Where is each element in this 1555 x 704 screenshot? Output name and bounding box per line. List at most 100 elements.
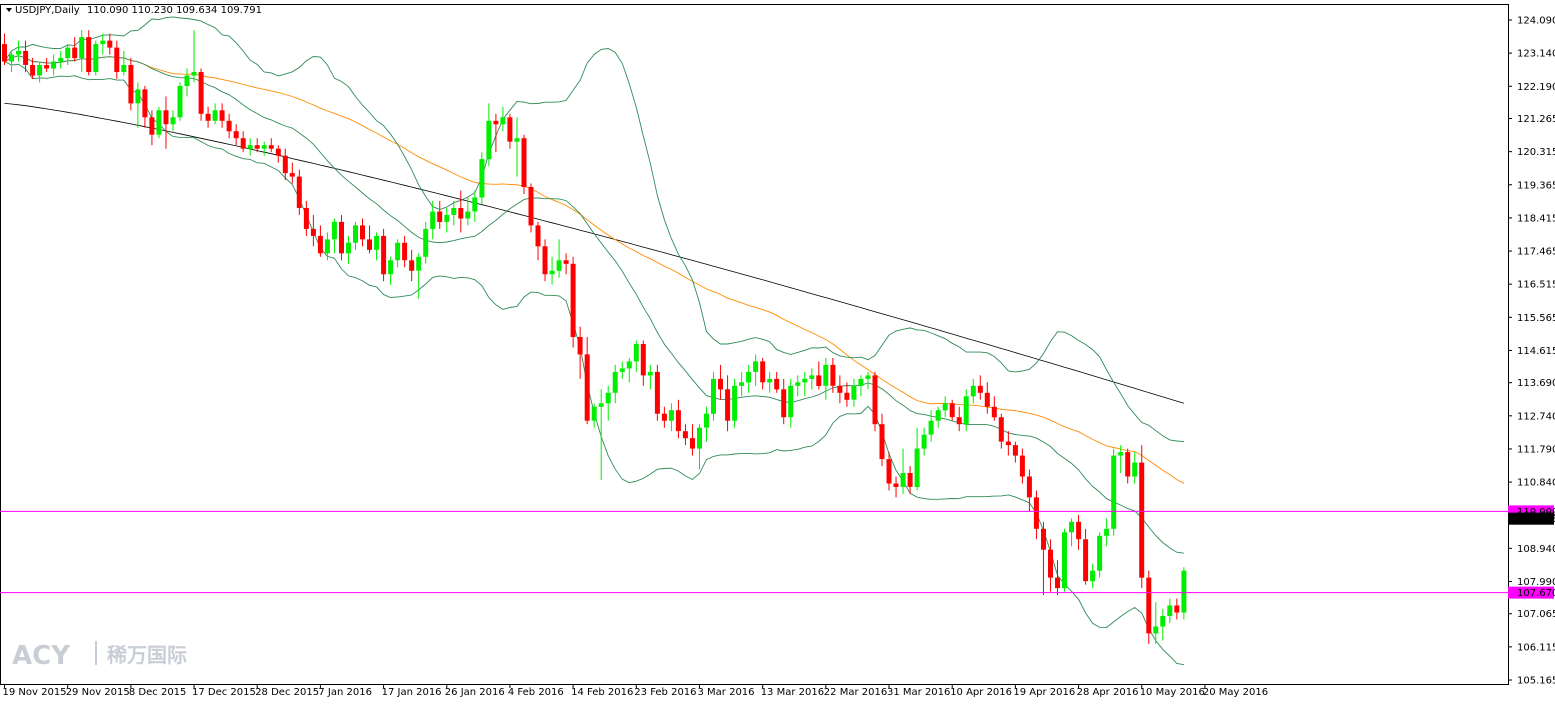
candle <box>858 375 864 397</box>
candle-body <box>1139 462 1145 578</box>
candle-body <box>746 371 752 383</box>
candle-body <box>914 448 920 487</box>
candle-body <box>1090 570 1096 582</box>
candle-body <box>893 483 899 487</box>
candle-body <box>360 225 365 240</box>
candle <box>718 364 723 400</box>
candle-body <box>1019 455 1025 477</box>
candle-body <box>977 385 983 393</box>
x-tick-label: 10 May 2016 <box>1140 687 1205 698</box>
candle <box>100 33 106 55</box>
bollinger-middle-line <box>4 55 1184 554</box>
candle <box>1090 563 1096 589</box>
candle-body <box>711 378 716 414</box>
candle-body <box>30 65 36 76</box>
y-tick-label: 105.165 <box>1517 676 1555 687</box>
candle-body <box>2 44 7 62</box>
candle-body <box>16 51 21 55</box>
candle <box>725 375 731 432</box>
candle <box>479 152 485 205</box>
candle <box>51 54 57 76</box>
y-tick-label: 106.115 <box>1517 642 1555 653</box>
candle-body <box>72 47 78 59</box>
candle-body <box>1033 497 1039 529</box>
candle-body <box>79 37 85 58</box>
y-tick-label: 115.565 <box>1517 313 1555 324</box>
candle <box>1174 598 1180 620</box>
candle <box>956 406 962 432</box>
candle-body <box>184 75 190 86</box>
candle-body <box>521 138 527 187</box>
y-tick-label: 113.690 <box>1517 378 1555 389</box>
candle <box>823 357 829 400</box>
y-tick-label: 118.415 <box>1517 213 1555 224</box>
candle-body <box>830 364 836 386</box>
candle <box>423 221 429 264</box>
candle <box>914 427 920 491</box>
candle <box>921 427 927 456</box>
x-tick-label: 19 Apr 2016 <box>1013 687 1075 698</box>
watermark-cn: 稀万国际 <box>107 643 187 667</box>
y-tick-label: 117.465 <box>1517 247 1555 258</box>
candle-body <box>661 413 667 421</box>
candle <box>142 85 148 128</box>
x-tick-label: 22 Mar 2016 <box>824 687 887 698</box>
candle-body <box>486 120 492 160</box>
watermark: ACY 稀万国际 <box>12 641 187 671</box>
candle-body <box>233 131 239 139</box>
candle <box>1083 528 1089 585</box>
candle <box>507 113 513 149</box>
x-tick-label: 31 Mar 2016 <box>887 687 950 698</box>
candle <box>802 371 808 397</box>
candle-body <box>500 117 506 125</box>
candle-body <box>612 371 618 393</box>
candle-body <box>1005 441 1011 446</box>
candle <box>661 406 667 428</box>
candle <box>647 364 653 390</box>
candle-body <box>1062 532 1067 589</box>
candle <box>261 141 267 156</box>
candle-body <box>739 382 745 386</box>
candle-body <box>100 40 106 45</box>
candle-body <box>795 382 801 386</box>
candle-body <box>430 211 436 229</box>
candle <box>626 357 632 383</box>
candle <box>598 389 604 480</box>
dropdown-triangle-icon[interactable] <box>6 8 12 12</box>
candle-body <box>444 214 450 222</box>
candle-body <box>781 389 787 418</box>
candle <box>388 256 394 285</box>
candle <box>184 68 190 97</box>
candle <box>360 218 365 247</box>
candle-body <box>949 403 955 418</box>
x-tick-label: 28 Apr 2016 <box>1077 687 1139 698</box>
candle <box>198 68 204 121</box>
candle <box>233 124 239 146</box>
candle <box>767 371 773 393</box>
candle <box>1097 532 1103 578</box>
candle-body <box>858 378 864 386</box>
x-tick-label: 10 Apr 2016 <box>950 687 1012 698</box>
candle <box>830 357 836 393</box>
candle-body <box>837 385 843 393</box>
candle <box>353 221 358 250</box>
candle-body <box>823 364 829 386</box>
candle <box>416 253 422 299</box>
y-tick-label: 121.265 <box>1517 114 1555 125</box>
candle-body <box>9 54 14 62</box>
candle-body <box>1181 570 1187 613</box>
candle <box>851 378 857 407</box>
candle-body <box>1160 616 1166 627</box>
candle <box>268 138 274 153</box>
candle <box>289 162 295 184</box>
candle <box>191 30 197 83</box>
candle-body <box>921 434 927 449</box>
candle-body <box>142 89 148 118</box>
candle-body <box>872 375 878 425</box>
candle-body <box>570 263 576 337</box>
candle <box>697 424 702 470</box>
candle <box>310 214 316 247</box>
y-tick-label: 112.740 <box>1517 411 1555 422</box>
candle <box>605 385 611 421</box>
